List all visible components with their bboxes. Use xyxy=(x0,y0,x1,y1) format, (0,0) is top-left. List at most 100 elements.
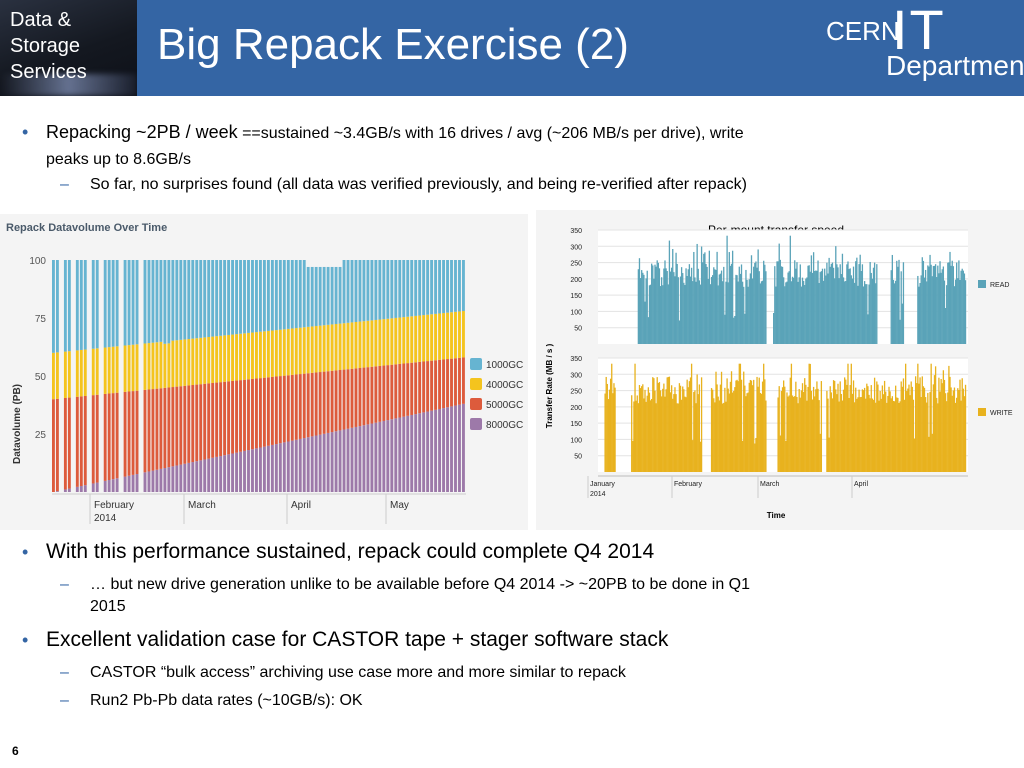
bar-segment-4000gc xyxy=(334,324,338,371)
series-bar xyxy=(852,266,855,344)
bar-segment-5000gc xyxy=(322,371,326,434)
series-bar xyxy=(890,270,892,344)
bar-segment-8000gc xyxy=(410,414,414,492)
slide-title: Big Repack Exercise (2) xyxy=(157,20,629,69)
bar-segment-5000gc xyxy=(203,383,207,460)
bar-segment-1000gc xyxy=(314,266,318,327)
series-bar xyxy=(653,378,655,472)
x-tick-label: 2014 xyxy=(94,513,117,524)
bar-segment-8000gc xyxy=(79,486,83,492)
series-bar xyxy=(818,282,820,344)
series-bar xyxy=(731,392,734,472)
series-bar xyxy=(962,388,964,472)
bar-segment-4000gc xyxy=(187,339,191,386)
series-bar xyxy=(787,396,789,472)
bar-segment-8000gc xyxy=(163,468,167,492)
series-bar xyxy=(936,277,938,344)
series-bar xyxy=(633,401,635,472)
series-bar xyxy=(655,403,657,472)
bar-segment-4000gc xyxy=(462,311,465,358)
bar-segment-8000gc xyxy=(171,466,175,492)
series-bar xyxy=(834,380,836,472)
series-bar xyxy=(836,394,838,472)
logo-it: IT xyxy=(892,0,946,61)
series-bar xyxy=(809,271,811,344)
bar-segment-8000gc xyxy=(167,467,171,492)
series-bar xyxy=(658,268,661,344)
bar-segment-5000gc xyxy=(342,369,346,430)
series-bar xyxy=(663,383,665,472)
bullet-text: With this performance sustained, repack … xyxy=(46,540,655,563)
bar-segment-8000gc xyxy=(310,436,314,492)
series-bar xyxy=(815,270,817,344)
bar-segment-5000gc xyxy=(211,382,215,458)
bar-segment-8000gc xyxy=(147,471,151,492)
series-bar xyxy=(738,363,740,472)
bar-segment-1000gc xyxy=(131,260,135,345)
bar-segment-5000gc xyxy=(330,370,334,433)
bar-segment-8000gc xyxy=(290,440,294,492)
y-tick-label: 250 xyxy=(570,389,582,396)
bar-segment-5000gc xyxy=(350,368,354,428)
bar-segment-4000gc xyxy=(354,321,358,369)
bar-segment-8000gc xyxy=(350,427,354,492)
bar-segment-1000gc xyxy=(147,260,151,344)
series-bar xyxy=(676,403,678,472)
bar-segment-5000gc xyxy=(52,399,55,492)
series-bar xyxy=(844,377,846,472)
y-ticks: 100 75 50 25 xyxy=(29,256,46,441)
series-bar xyxy=(754,262,756,344)
series-bar xyxy=(844,281,846,344)
series-bar xyxy=(743,371,745,472)
series-bar xyxy=(914,376,917,472)
series-bar xyxy=(848,269,850,344)
series-bar xyxy=(795,381,797,472)
series-bar xyxy=(665,389,667,472)
series-bar xyxy=(899,319,901,344)
bar-segment-1000gc xyxy=(171,260,175,341)
series-bar xyxy=(831,398,834,472)
bar-segment-8000gc xyxy=(95,482,99,492)
bar-segment-4000gc xyxy=(223,335,227,382)
series-bar xyxy=(801,383,804,472)
bar-segment-5000gc xyxy=(382,365,386,421)
series-bar xyxy=(931,433,933,472)
bar-segment-5000gc xyxy=(398,363,402,418)
series-bar xyxy=(825,275,827,344)
badge-glow xyxy=(0,74,137,96)
bar-segment-8000gc xyxy=(215,456,219,492)
series-bar xyxy=(846,264,848,344)
series-bar xyxy=(727,388,729,472)
series-bar xyxy=(688,381,691,472)
bar-segment-4000gc xyxy=(195,338,199,385)
series-bar xyxy=(920,275,922,344)
bar-segment-4000gc xyxy=(274,330,278,377)
bar-segment-1000gc xyxy=(175,260,179,341)
series-bar xyxy=(777,397,779,472)
series-bar xyxy=(689,276,692,344)
bar-segment-5000gc xyxy=(446,359,449,408)
bar-segment-1000gc xyxy=(227,260,231,335)
series-bar xyxy=(838,401,840,472)
bullet-text: Repacking ~2PB / week ==sustained ~3.4GB… xyxy=(46,120,966,172)
bar-segment-8000gc xyxy=(199,460,203,492)
series-bar xyxy=(673,272,675,344)
series-bar xyxy=(672,249,674,344)
series-bar xyxy=(808,265,810,344)
series-bar xyxy=(810,255,813,344)
series-bar xyxy=(730,371,733,472)
series-bar xyxy=(867,386,869,472)
series-bar xyxy=(917,363,919,472)
series-bar xyxy=(746,279,748,344)
series-bar xyxy=(651,263,653,344)
series-bar xyxy=(817,388,819,472)
bar-segment-4000gc xyxy=(290,328,294,375)
series-bar xyxy=(744,385,746,472)
bar-segment-5000gc xyxy=(127,391,131,476)
series-bar xyxy=(929,392,931,472)
series-bar xyxy=(646,395,648,472)
series-bar xyxy=(865,398,867,472)
series-bar xyxy=(856,398,858,472)
series-bar xyxy=(845,280,847,344)
series-bar xyxy=(836,264,838,344)
